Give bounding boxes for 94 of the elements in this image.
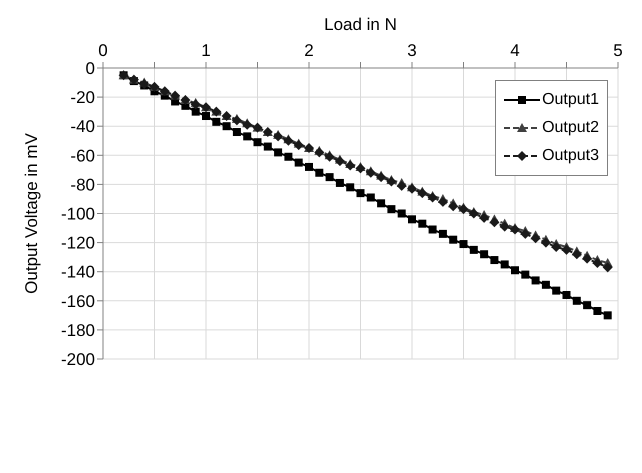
- point: [470, 246, 478, 254]
- point: [582, 254, 592, 264]
- x-tick-label: 0: [98, 41, 108, 60]
- point: [511, 266, 519, 274]
- point: [314, 147, 324, 158]
- point: [500, 260, 509, 268]
- point: [418, 220, 426, 228]
- x-tick-label: 3: [407, 41, 417, 60]
- point: [551, 242, 562, 252]
- point: [407, 184, 417, 194]
- x-tick-label: 2: [304, 41, 314, 60]
- point: [572, 249, 582, 260]
- x-tick-label: 4: [510, 41, 520, 60]
- point: [428, 226, 437, 234]
- x-axis-title: Load in N: [324, 15, 397, 34]
- y-tick-label: -100: [60, 204, 95, 224]
- point: [264, 142, 272, 151]
- point: [510, 224, 520, 235]
- point: [254, 138, 262, 146]
- point: [387, 205, 396, 214]
- y-tick-label: 0: [86, 59, 95, 78]
- point: [324, 152, 335, 162]
- point: [396, 180, 407, 191]
- point: [376, 172, 386, 182]
- point: [521, 270, 530, 279]
- point: [356, 189, 364, 198]
- legend-label: Output3: [542, 146, 599, 166]
- point: [294, 140, 304, 150]
- point: [273, 131, 284, 142]
- point: [305, 162, 313, 171]
- x-tick-label: 1: [201, 41, 211, 60]
- point: [222, 122, 231, 130]
- point: [460, 240, 468, 248]
- point: [542, 280, 550, 289]
- point: [448, 201, 458, 212]
- point: [593, 306, 602, 315]
- point: [366, 193, 375, 202]
- y-tick-label: -20: [70, 88, 95, 108]
- point: [408, 215, 416, 224]
- point: [489, 217, 500, 228]
- point: [479, 212, 490, 223]
- y-tick-label: -80: [70, 175, 95, 194]
- legend-label: Output1: [542, 90, 599, 110]
- point: [602, 262, 613, 272]
- point: [458, 204, 468, 214]
- point: [552, 286, 560, 295]
- point: [583, 301, 592, 310]
- point: [438, 230, 447, 238]
- point: [490, 256, 498, 264]
- y-tick-label: -160: [60, 292, 95, 311]
- point: [202, 112, 210, 120]
- point: [572, 296, 581, 305]
- point: [212, 118, 220, 126]
- point: [232, 115, 242, 126]
- point: [530, 233, 541, 244]
- y-tick-label: -40: [70, 117, 95, 136]
- point: [532, 276, 540, 284]
- y-tick-label: -120: [60, 234, 95, 253]
- point: [438, 196, 448, 207]
- point: [417, 188, 428, 198]
- point: [243, 132, 252, 140]
- point: [294, 158, 303, 167]
- point: [336, 178, 344, 187]
- point: [315, 168, 324, 177]
- point: [520, 228, 530, 239]
- point: [540, 238, 551, 248]
- point: [398, 210, 406, 218]
- point: [326, 173, 334, 182]
- point: [480, 250, 488, 258]
- point: [604, 311, 612, 320]
- point: [232, 128, 241, 136]
- point: [562, 244, 572, 255]
- point: [500, 222, 510, 232]
- point: [242, 120, 252, 130]
- point: [377, 199, 386, 208]
- y-tick-label: -140: [60, 262, 95, 282]
- point: [283, 136, 294, 146]
- point: [346, 183, 354, 192]
- y-tick-label: -60: [70, 146, 95, 166]
- y-tick-label: -200: [60, 350, 95, 370]
- point: [274, 148, 282, 156]
- legend-label: Output2: [542, 118, 599, 138]
- point: [192, 108, 200, 116]
- y-axis-title: Output Voltage in mV: [22, 132, 42, 294]
- point: [356, 163, 366, 174]
- point: [449, 236, 458, 244]
- point: [366, 168, 376, 178]
- x-tick-label: 5: [613, 41, 623, 60]
- point: [562, 290, 570, 299]
- y-tick-label: -180: [60, 320, 95, 340]
- point: [284, 152, 292, 161]
- point: [334, 156, 345, 166]
- point: [592, 258, 602, 268]
- point: [190, 99, 201, 110]
